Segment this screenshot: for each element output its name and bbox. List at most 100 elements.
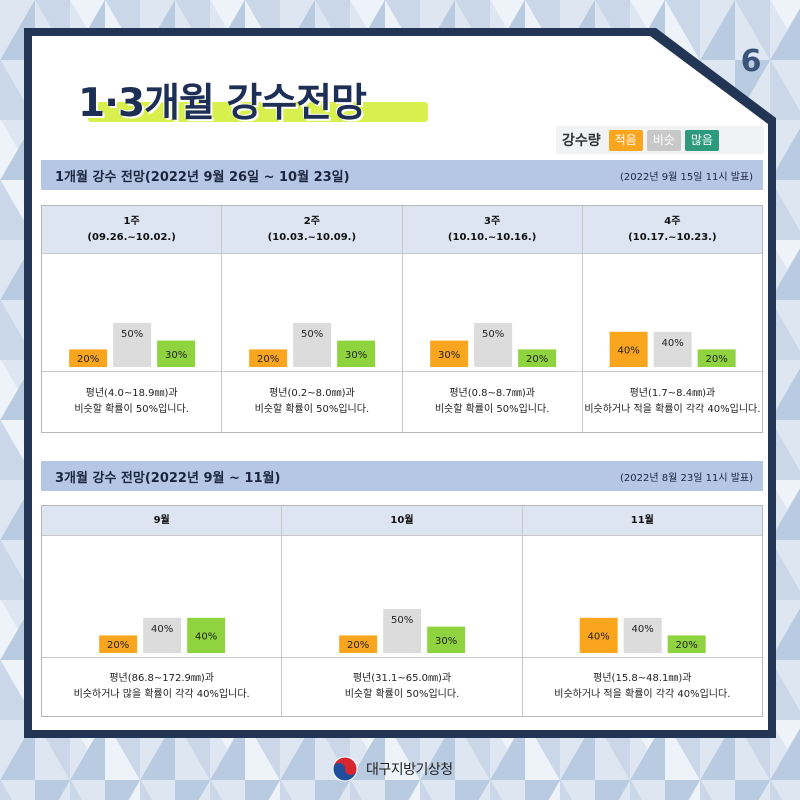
bar-chart: 30% 50% 20% bbox=[402, 254, 582, 372]
bar-high bbox=[157, 340, 196, 367]
bar-label: 20% bbox=[257, 354, 279, 365]
bar-high bbox=[697, 349, 736, 367]
bar-normal bbox=[653, 331, 692, 367]
bar-chart: 20% 50% 30% bbox=[282, 536, 522, 658]
page-title: 1·3개월 강수전망 bbox=[78, 81, 367, 126]
bar-low bbox=[429, 340, 468, 367]
column-period: 2주 bbox=[303, 215, 320, 227]
description-line: 평년(0.2~8.0㎜)과 bbox=[269, 388, 355, 399]
title-highlight bbox=[88, 102, 428, 122]
bar-label: 20% bbox=[705, 354, 727, 365]
bar-normal bbox=[293, 323, 332, 367]
section2-title: 3개월 강수 전망(2022년 9월 ~ 11월) bbox=[55, 470, 281, 486]
bar-normal bbox=[473, 323, 512, 367]
bar-chart-svg: 20% 50% 30% bbox=[249, 323, 376, 367]
section1-issued: (2022년 9월 15일 11시 발표) bbox=[620, 171, 753, 183]
bar-high bbox=[517, 349, 556, 367]
bar-chart-svg: 40% 40% 20% bbox=[609, 331, 736, 367]
bar-high bbox=[337, 340, 376, 367]
footer-org: 대구지방기상청 bbox=[366, 762, 453, 778]
column-header: 1주 (09.26.~10.02.) bbox=[42, 206, 222, 254]
description-line: 비슷할 확률이 50%입니다. bbox=[344, 689, 460, 700]
bar-label: 40% bbox=[661, 338, 683, 349]
bar-label: 40% bbox=[195, 631, 217, 642]
column-description: 평년(15.8~48.1㎜)과 비슷하거나 적을 확률이 각각 40%입니다. bbox=[523, 658, 762, 716]
description-line: 평년(86.8~172.9㎜)과 bbox=[109, 673, 214, 684]
bar-label: 30% bbox=[165, 350, 187, 361]
bar-chart: 20% 50% 30% bbox=[222, 254, 402, 372]
column-period: 10월 bbox=[390, 514, 414, 526]
bar-label: 40% bbox=[587, 631, 609, 642]
bar-label: 30% bbox=[438, 350, 460, 361]
bar-label: 50% bbox=[482, 329, 504, 340]
bar-chart: 40% 40% 20% bbox=[522, 536, 762, 658]
bar-label: 50% bbox=[121, 329, 143, 340]
bar-label: 30% bbox=[435, 636, 457, 647]
description-line: 비슷할 확률이 50%입니다. bbox=[74, 404, 189, 415]
legend-item-normal: 비슷 bbox=[646, 129, 681, 151]
section1-table: 1주 (09.26.~10.02.) 20% 50% 30% 평년(4.0~18.9㎜)과… bbox=[41, 205, 763, 433]
bar-chart-svg: 20% 40% 40% bbox=[99, 617, 226, 653]
description-line: 비슷할 확률이 50%입니다. bbox=[254, 404, 370, 415]
bar-label: 40% bbox=[151, 624, 173, 635]
bar-label: 20% bbox=[526, 354, 548, 365]
bar-normal bbox=[113, 323, 152, 367]
title-block: 1·3개월 강수전망 bbox=[78, 68, 538, 134]
bar-low bbox=[99, 635, 138, 653]
bar-normal bbox=[623, 617, 662, 653]
page-number: 6 bbox=[740, 44, 762, 79]
bar-high bbox=[667, 635, 706, 653]
bar-normal bbox=[143, 617, 182, 653]
legend-item-high: 많음 bbox=[684, 129, 719, 151]
section1-column: 4주 (10.17.~10.23.) 40% 40% 20% 평년(1.7~8.4㎜)과 비… bbox=[582, 206, 762, 432]
legend-item-low: 적음 bbox=[608, 129, 643, 151]
column-header: 11월 bbox=[522, 506, 762, 536]
column-description: 평년(4.0~18.9㎜)과 비슷할 확률이 50%입니다. bbox=[42, 372, 221, 432]
description-line: 비슷하거나 많을 확률이 각각 40%입니다. bbox=[73, 689, 250, 700]
description-line: 비슷할 확률이 50%입니다. bbox=[434, 404, 550, 415]
description-line: 비슷하거나 적을 확률이 각각 40%입니다. bbox=[554, 689, 731, 700]
column-header: 9월 bbox=[42, 506, 282, 536]
bar-label: 20% bbox=[77, 354, 99, 365]
legend-label: 강수량 bbox=[562, 133, 601, 149]
column-header: 2주 (10.03.~10.09.) bbox=[222, 206, 402, 254]
column-period: 1주 bbox=[123, 215, 140, 227]
bar-low bbox=[339, 635, 378, 653]
footer: 대구지방기상청 bbox=[332, 752, 492, 786]
bar-low bbox=[249, 349, 288, 367]
column-period: 4주 bbox=[664, 215, 681, 227]
bar-low bbox=[69, 349, 108, 367]
bar-label: 50% bbox=[301, 329, 323, 340]
bar-label: 30% bbox=[345, 350, 367, 361]
bar-chart-svg: 20% 50% 30% bbox=[339, 609, 466, 653]
column-header: 4주 (10.17.~10.23.) bbox=[582, 206, 762, 254]
bar-low bbox=[609, 331, 648, 367]
section1-title: 1개월 강수 전망(2022년 9월 26일 ~ 10월 23일) bbox=[55, 169, 350, 185]
column-header: 10월 bbox=[282, 506, 522, 536]
bar-chart: 20% 40% 40% bbox=[42, 536, 282, 658]
bar-chart: 40% 40% 20% bbox=[582, 254, 762, 372]
column-period: 11월 bbox=[630, 514, 654, 526]
column-description: 평년(31.1~65.0㎜)과 비슷할 확률이 50%입니다. bbox=[282, 658, 521, 716]
column-dates: (10.10.~10.16.) bbox=[447, 231, 537, 243]
legend: 강수량 적음 비슷 많음 bbox=[556, 126, 764, 154]
section1-header: 1개월 강수 전망(2022년 9월 26일 ~ 10월 23일) (2022년… bbox=[41, 160, 763, 190]
section2-column: 10월 20% 50% 30% 평년(31.1~65.0㎜)과 비슷할 확률이 50%입니… bbox=[282, 506, 523, 716]
bar-high bbox=[187, 617, 226, 653]
bar-chart-svg: 40% 40% 20% bbox=[579, 617, 706, 653]
bar-label: 20% bbox=[107, 640, 129, 651]
description-line: 평년(0.8~8.7㎜)과 bbox=[449, 388, 535, 399]
section2-issued: (2022년 8월 23일 11시 발표) bbox=[620, 472, 753, 484]
bar-high bbox=[427, 626, 466, 653]
description-line: 비슷하거나 적을 확률이 각각 40%입니다. bbox=[584, 404, 761, 415]
column-period: 3주 bbox=[484, 215, 501, 227]
column-dates: (09.26.~10.02.) bbox=[87, 231, 176, 243]
section2-header: 3개월 강수 전망(2022년 9월 ~ 11월) (2022년 8월 23일 … bbox=[41, 461, 763, 491]
